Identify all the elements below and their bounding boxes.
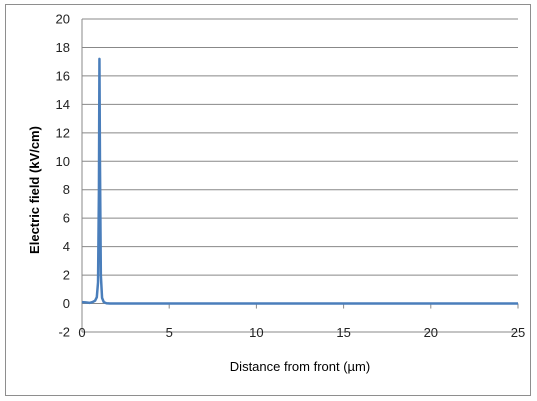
y-tick-label: 18 bbox=[56, 40, 70, 55]
chart-frame bbox=[5, 4, 531, 396]
y-tick-label: 10 bbox=[56, 154, 70, 169]
x-tick-labels: 0 5 10 15 20 25 bbox=[78, 325, 525, 340]
y-tick-label: 16 bbox=[56, 68, 70, 83]
y-axis-title: Electric field (kV/cm) bbox=[27, 126, 42, 254]
y-tick-label: 8 bbox=[63, 182, 70, 197]
x-tick-label: 25 bbox=[511, 325, 525, 340]
x-tick-label: 20 bbox=[424, 325, 438, 340]
x-tick-label: 15 bbox=[336, 325, 350, 340]
x-tick-label: 10 bbox=[249, 325, 263, 340]
x-axis-title: Distance from front (µm) bbox=[230, 359, 370, 374]
y-tick-label: 6 bbox=[63, 211, 70, 226]
y-tick-label: -2 bbox=[58, 325, 70, 340]
y-tick-label: 20 bbox=[56, 12, 70, 27]
y-tick-label: 2 bbox=[63, 268, 70, 283]
grid-lines bbox=[81, 18, 519, 333]
y-tick-label: 12 bbox=[56, 125, 70, 140]
x-tick-label: 0 bbox=[78, 325, 85, 340]
y-tick-label: 14 bbox=[56, 97, 70, 112]
y-tick-label: 0 bbox=[63, 296, 70, 311]
y-tick-label: 4 bbox=[63, 239, 70, 254]
series-line bbox=[81, 57, 518, 305]
x-tick-label: 5 bbox=[166, 325, 173, 340]
y-tick-labels: -2 0 2 4 6 8 10 12 14 16 18 20 bbox=[56, 12, 70, 340]
series-group bbox=[81, 57, 518, 305]
